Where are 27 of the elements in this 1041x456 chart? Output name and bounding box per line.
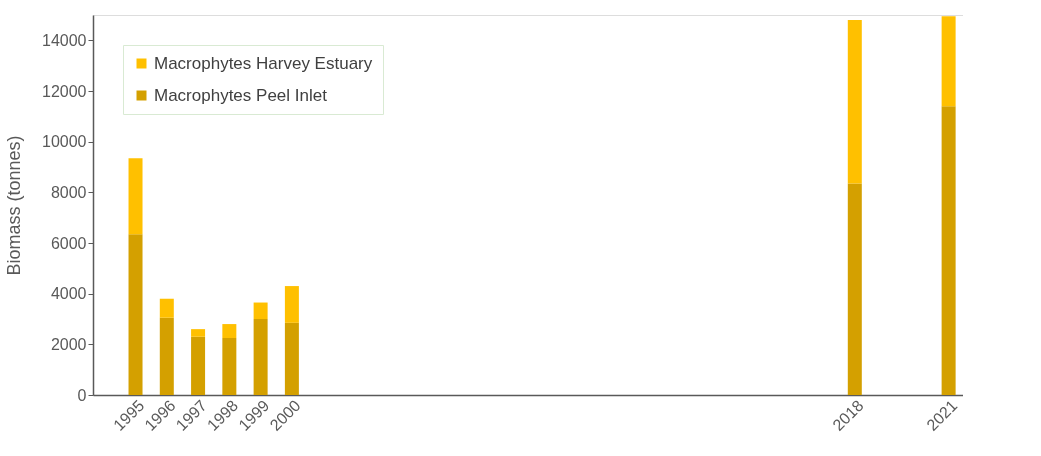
y-tick-label: 14000 xyxy=(42,31,87,49)
bar xyxy=(847,183,862,395)
bar xyxy=(941,106,956,395)
y-tick-label: 10000 xyxy=(42,133,87,151)
y-tick-label: 4000 xyxy=(50,285,87,303)
bar xyxy=(159,317,174,395)
bar xyxy=(191,336,206,395)
bar xyxy=(159,298,174,318)
bar xyxy=(128,234,143,395)
bar xyxy=(191,329,206,337)
y-axis-title: Biomass (tonnes) xyxy=(4,135,25,276)
bar xyxy=(222,338,237,395)
bar xyxy=(941,16,956,107)
y-tick-label: 0 xyxy=(77,386,87,404)
bar xyxy=(847,20,862,184)
bar xyxy=(253,302,268,319)
bar xyxy=(222,324,237,338)
y-tick-label: 12000 xyxy=(42,82,87,100)
bar xyxy=(253,319,268,395)
bar xyxy=(128,158,143,235)
y-tick-label: 2000 xyxy=(50,335,87,353)
y-tick-label: 8000 xyxy=(50,183,87,201)
legend-label: Macrophytes Peel Inlet xyxy=(154,85,328,105)
bar xyxy=(284,286,299,323)
bar xyxy=(284,322,299,395)
legend-label: Macrophytes Harvey Estuary xyxy=(154,53,373,73)
y-tick-label: 6000 xyxy=(50,234,87,252)
